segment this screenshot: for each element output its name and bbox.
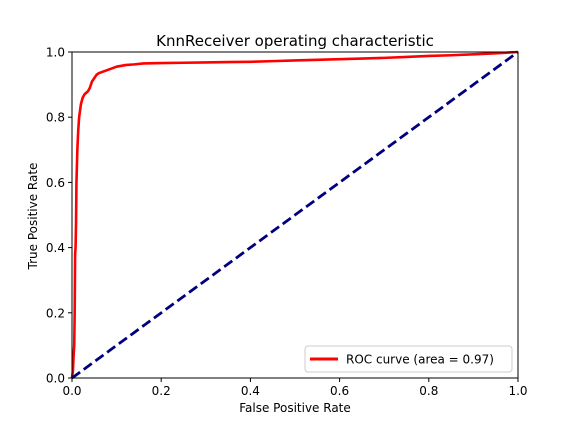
y-tick-label: 0.4 [46, 241, 65, 255]
x-tick-label: 0.2 [152, 384, 171, 398]
x-axis-label: False Positive Rate [239, 401, 351, 415]
legend-label-roc: ROC curve (area = 0.97) [346, 353, 494, 367]
chart-title: KnnReceiver operating characteristic [156, 32, 434, 50]
axes-frame [71, 51, 519, 379]
x-tick-label: 0.8 [419, 384, 438, 398]
plot-area: 0.0 0.2 0.4 0.6 0.8 1.0 0.0 0.2 0.4 0.6 0.8 1.0 [46, 46, 528, 399]
legend: ROC curve (area = 0.97) [304, 345, 513, 373]
y-tick-label: 0.8 [46, 111, 65, 125]
y-axis-label: True Positive Rate [26, 163, 40, 271]
y-tick-label: 0.2 [46, 306, 65, 320]
series-line-roc [70, 50, 519, 379]
x-tick-label: 0.4 [241, 384, 260, 398]
x-tick-label: 1.0 [508, 384, 527, 398]
x-tick-label: 0.6 [330, 384, 349, 398]
y-tick-label: 0.0 [46, 372, 65, 386]
y-tick-label: 0.6 [46, 176, 65, 190]
series-line-chance-diagonal [71, 50, 519, 380]
y-tick-label: 1.0 [46, 46, 65, 60]
x-tick-label: 0.0 [62, 384, 81, 398]
legend-box [304, 345, 513, 373]
